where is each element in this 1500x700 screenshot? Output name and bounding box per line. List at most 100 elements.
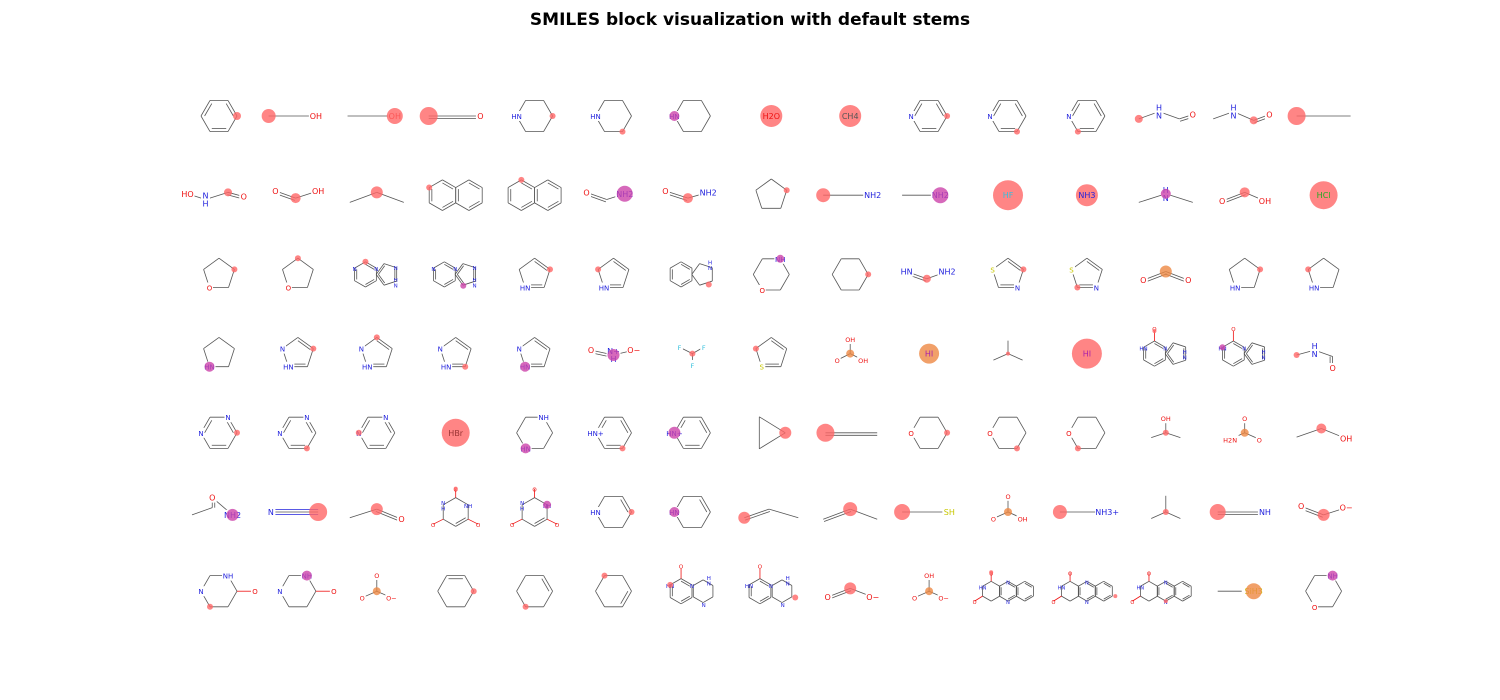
stem-highlight bbox=[520, 443, 531, 454]
svg-text:N: N bbox=[268, 508, 274, 517]
stem-highlight bbox=[1162, 509, 1169, 515]
stem-highlight bbox=[792, 594, 799, 601]
stem-highlight bbox=[616, 185, 633, 202]
svg-text:HN: HN bbox=[283, 364, 294, 372]
stem-highlight bbox=[1239, 187, 1250, 198]
stem-highlight bbox=[922, 274, 931, 283]
block-flavin-3: HN N N O O bbox=[1130, 571, 1192, 606]
block-acetaldehyde: O bbox=[349, 503, 407, 525]
svg-text:O: O bbox=[454, 488, 459, 494]
stem-highlight bbox=[1316, 423, 1327, 434]
svg-text:H2O: H2O bbox=[763, 112, 780, 121]
svg-text:O: O bbox=[1185, 276, 1191, 285]
svg-text:H: H bbox=[473, 278, 477, 284]
svg-text:N: N bbox=[1230, 112, 1236, 121]
svg-text:H: H bbox=[708, 261, 712, 267]
block-cyclohexene-1 bbox=[437, 575, 477, 608]
block-phosphate-2: OH O O− bbox=[911, 570, 950, 603]
svg-text:HN: HN bbox=[590, 113, 601, 121]
svg-text:N: N bbox=[280, 346, 285, 354]
block-formamide: HN O bbox=[1134, 104, 1198, 123]
block-pyridine-2: N bbox=[986, 100, 1027, 135]
svg-text:N: N bbox=[1164, 580, 1168, 586]
stem-highlight bbox=[738, 511, 751, 524]
stem-highlight bbox=[204, 361, 215, 372]
svg-text:SH: SH bbox=[944, 508, 955, 517]
svg-text:NH: NH bbox=[464, 504, 472, 510]
svg-text:O: O bbox=[758, 565, 763, 571]
svg-text:O: O bbox=[1052, 600, 1056, 606]
stem-highlight bbox=[549, 113, 556, 119]
block-tetrahydrofuran-2: O bbox=[282, 255, 314, 293]
stem-highlight bbox=[1014, 128, 1020, 135]
svg-text:O: O bbox=[583, 188, 589, 197]
block-formate: O O− bbox=[1296, 501, 1354, 521]
stem-highlight bbox=[1209, 504, 1226, 520]
svg-text:N: N bbox=[441, 501, 445, 507]
stem-highlight bbox=[844, 582, 857, 595]
block-uracil-2: NHNHOOO bbox=[510, 488, 560, 530]
svg-text:OH: OH bbox=[1018, 515, 1028, 523]
stem-highlight bbox=[1071, 338, 1102, 369]
svg-text:HN: HN bbox=[1230, 285, 1241, 293]
stem-highlight bbox=[669, 111, 680, 121]
stem-highlight bbox=[760, 105, 783, 127]
svg-text:O−: O− bbox=[386, 595, 397, 603]
svg-text:N: N bbox=[1006, 600, 1010, 606]
stem-highlight bbox=[310, 345, 317, 352]
svg-text:N: N bbox=[769, 584, 773, 590]
stem-highlight bbox=[846, 349, 855, 358]
block-pyrazole-3: N HN bbox=[436, 337, 472, 372]
svg-text:N: N bbox=[1085, 600, 1089, 606]
svg-text:HN: HN bbox=[520, 285, 531, 293]
svg-text:HN: HN bbox=[1139, 346, 1147, 352]
block-methylammonium: NH3+ bbox=[1052, 505, 1120, 519]
block-methylamine-n: NH2 bbox=[902, 187, 950, 204]
svg-text:O: O bbox=[662, 187, 668, 196]
svg-text:N: N bbox=[277, 588, 282, 596]
svg-text:O: O bbox=[331, 588, 337, 596]
stem-highlight bbox=[386, 108, 403, 124]
block-nitro: ON+HO− bbox=[586, 345, 641, 364]
svg-text:OH: OH bbox=[858, 357, 868, 365]
svg-text:O: O bbox=[1130, 600, 1134, 606]
stem-highlight bbox=[518, 176, 525, 183]
svg-text:HI: HI bbox=[925, 350, 933, 359]
stem-highlight bbox=[419, 107, 438, 125]
stem-highlight bbox=[207, 603, 213, 610]
svg-text:O: O bbox=[477, 112, 483, 121]
svg-text:O: O bbox=[825, 593, 831, 602]
block-naphthalene-1 bbox=[426, 179, 483, 211]
block-tetrahydropyran-1: O bbox=[907, 416, 951, 449]
stem-highlight bbox=[224, 188, 232, 197]
svg-text:N: N bbox=[690, 584, 694, 590]
stem-highlight bbox=[1014, 445, 1020, 452]
svg-text:O: O bbox=[286, 285, 292, 293]
svg-text:N: N bbox=[1242, 346, 1246, 352]
svg-text:O−: O− bbox=[938, 595, 949, 603]
block-formaldehyde: O bbox=[419, 107, 485, 125]
stem-highlight bbox=[607, 349, 620, 362]
svg-text:NH: NH bbox=[538, 414, 549, 422]
stem-highlight bbox=[1287, 107, 1306, 125]
block-formamide-2: O NH2 bbox=[660, 185, 718, 204]
stem-highlight bbox=[301, 570, 312, 581]
block-pyrazole-n: NHN bbox=[515, 337, 551, 372]
svg-text:NH3: NH3 bbox=[1078, 191, 1095, 200]
block-propene-2 bbox=[823, 502, 878, 522]
block-methanol-stem-c: OH bbox=[261, 109, 323, 123]
stem-highlight bbox=[373, 334, 380, 341]
stem-highlight bbox=[309, 503, 328, 521]
svg-text:N: N bbox=[359, 346, 364, 354]
block-hydrogen-chloride: HCl bbox=[1309, 181, 1338, 210]
block-water: H2O bbox=[760, 105, 783, 127]
svg-text:HBr: HBr bbox=[448, 429, 464, 438]
stem-highlight bbox=[1257, 266, 1264, 273]
svg-text:N: N bbox=[708, 266, 712, 272]
svg-text:N: N bbox=[987, 113, 992, 121]
svg-text:S: S bbox=[990, 266, 995, 274]
block-carbonate: O O− bbox=[823, 582, 880, 602]
